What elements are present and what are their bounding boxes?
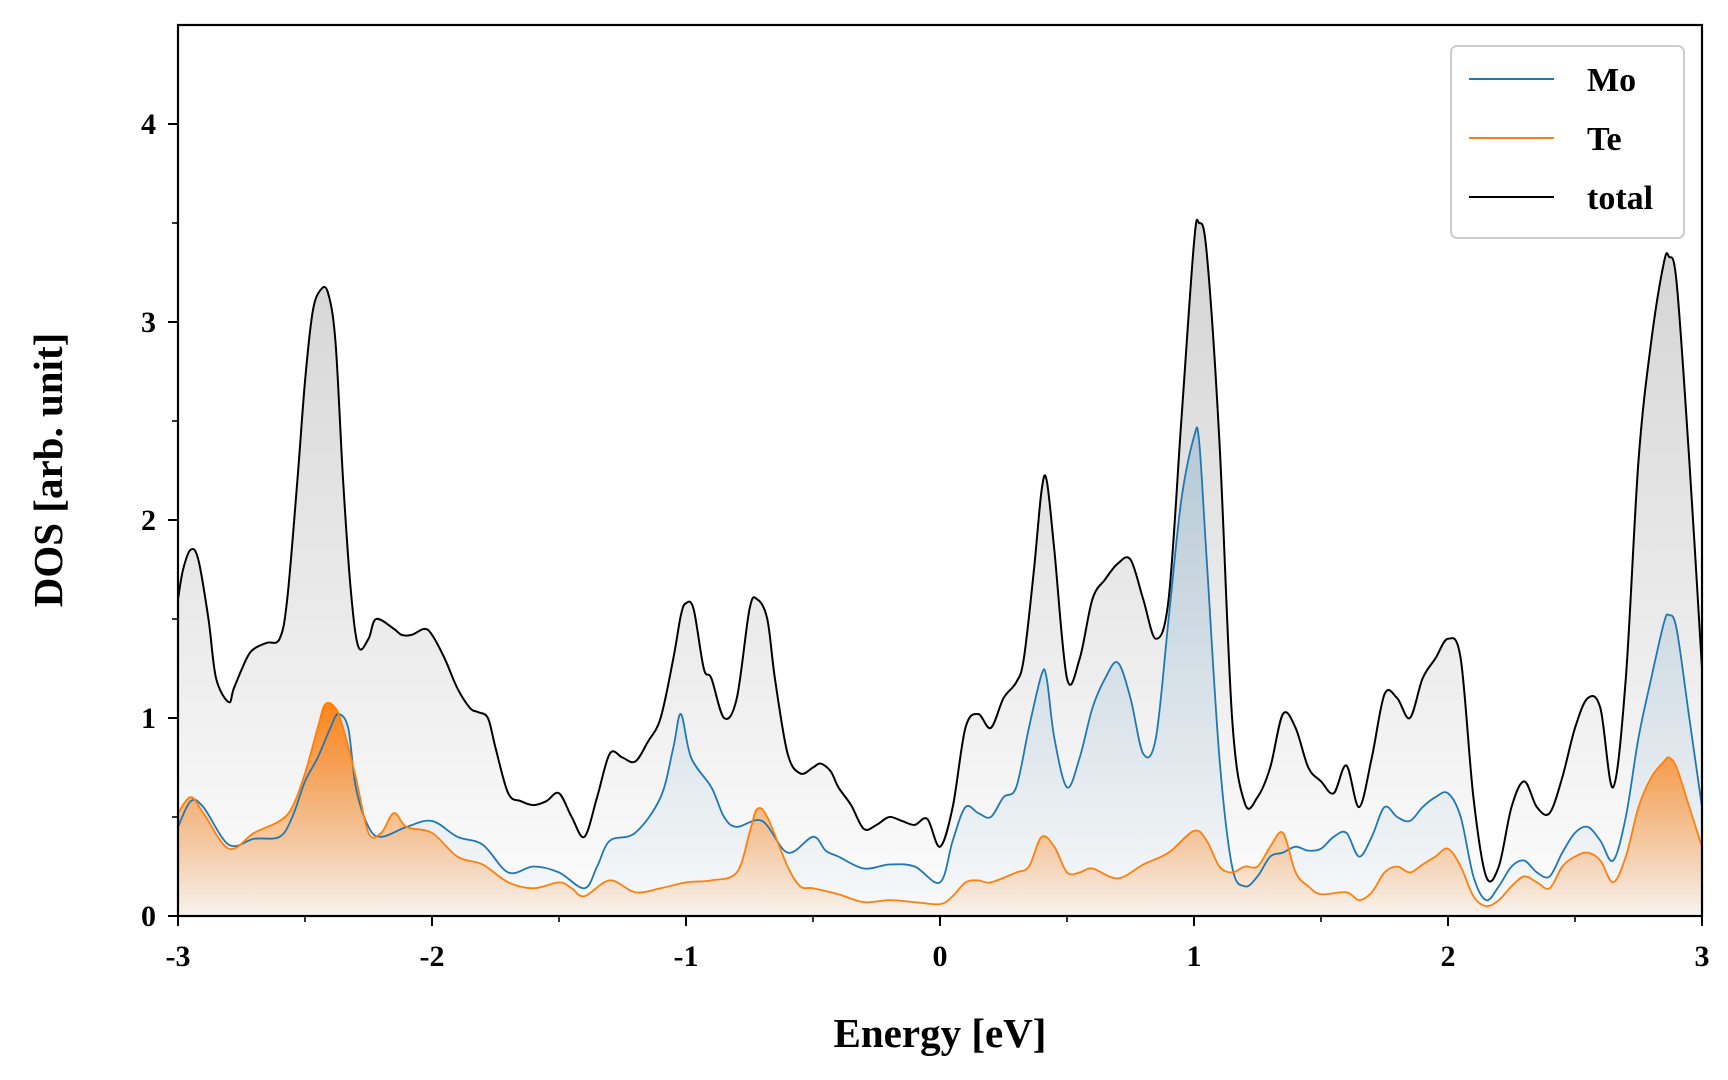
series-fill-total (178, 219, 1702, 916)
legend-label-te: Te (1587, 121, 1622, 158)
series-fills (178, 219, 1702, 916)
x-axis-title: Energy [eV] (834, 1010, 1047, 1056)
legend-entry-total: total (1469, 180, 1653, 217)
legend-box (1450, 45, 1685, 239)
series-fill-te (178, 702, 1702, 916)
x-tick-label: 0 (933, 940, 948, 973)
series-line-mo (178, 426, 1702, 902)
x-tick-label: 2 (1441, 940, 1456, 973)
legend-label-mo: Mo (1587, 62, 1636, 99)
y-tick-label: 0 (141, 900, 156, 933)
legend-entry-te: Te (1469, 121, 1622, 158)
x-axis: -3 -2 -1 0 1 2 3 (166, 916, 1710, 973)
legend-entry-mo: Mo (1469, 62, 1636, 99)
x-tick-label: -3 (166, 940, 191, 973)
series-line-total (178, 218, 1702, 883)
x-tick-label: -2 (420, 940, 445, 973)
y-axis: 0 1 2 3 4 (141, 108, 178, 933)
series-line-te (178, 701, 1702, 908)
x-tick-label: 3 (1695, 940, 1710, 973)
y-axis-title: DOS [arb. unit] (25, 333, 71, 608)
y-tick-label: 3 (141, 306, 156, 339)
y-tick-label: 4 (141, 108, 156, 141)
y-tick-label: 1 (141, 702, 156, 735)
series-lines (178, 218, 1702, 908)
x-tick-label: -1 (674, 940, 699, 973)
y-tick-label: 2 (141, 504, 156, 537)
legend-label-total: total (1587, 180, 1653, 217)
legend: Mo Te total (1450, 45, 1685, 239)
x-tick-label: 1 (1187, 940, 1202, 973)
